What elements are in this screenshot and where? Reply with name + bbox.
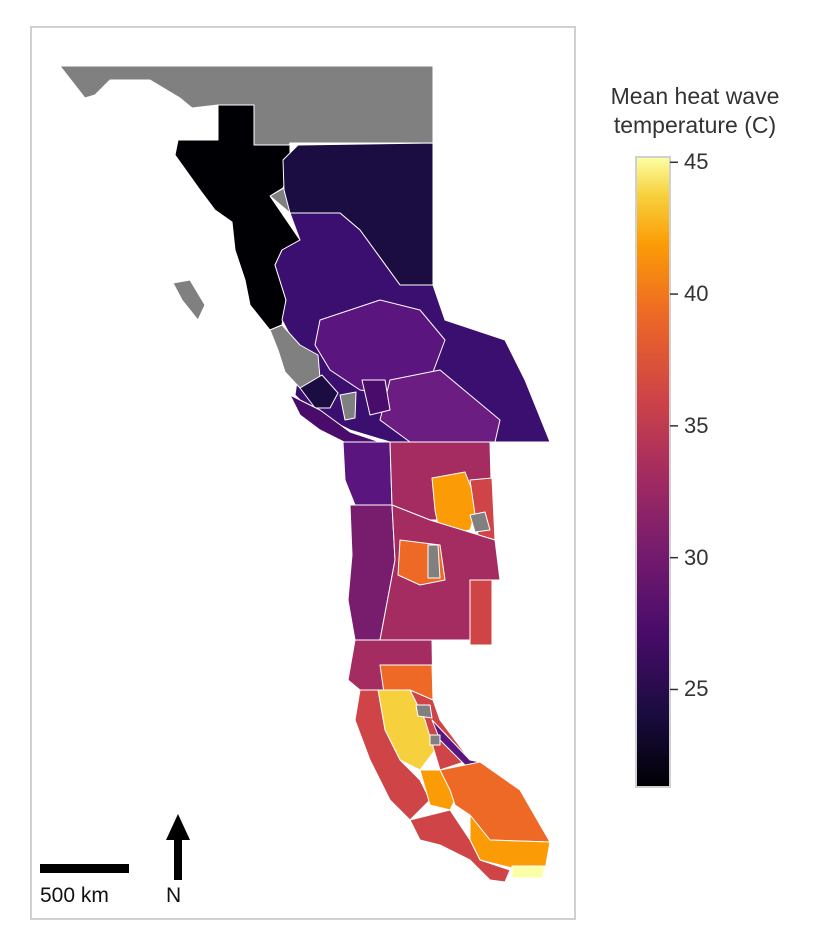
scale-bar-label: 500 km (40, 884, 109, 907)
colorbar-title-line2: temperature (C) (613, 112, 777, 138)
region-oregon-southeast (469, 579, 493, 646)
colorbar (635, 156, 678, 788)
region-map (59, 65, 551, 883)
colorbar-title: Mean heat wave temperature (C) (580, 82, 810, 140)
region-california-imperial (511, 865, 546, 879)
colorbar-tick-label: 35 (684, 412, 709, 438)
north-arrow-icon (166, 814, 190, 880)
region-washington-hot (431, 471, 479, 536)
region-southeast-bc (379, 369, 501, 443)
region-california-nodata (415, 704, 441, 746)
region-washington-nodata (469, 511, 491, 533)
colorbar-gradient (635, 156, 671, 788)
colorbar-tick-label: 40 (684, 281, 709, 307)
colorbar-tick-label: 45 (684, 149, 709, 175)
region-vancouver-island (299, 374, 339, 409)
region-california-socal-coast (409, 809, 511, 883)
north-label: N (166, 884, 182, 907)
scale-bar (40, 864, 129, 873)
colorbar-tick-label: 25 (684, 676, 709, 702)
colorbar-ticks (670, 161, 678, 691)
colorbar-tick-label: 30 (684, 544, 709, 570)
region-oregon-nodata (427, 544, 441, 579)
region-washington-west (342, 441, 393, 506)
colorbar-title-line1: Mean heat wave (610, 83, 780, 109)
region-coast-bc-south (289, 379, 391, 446)
